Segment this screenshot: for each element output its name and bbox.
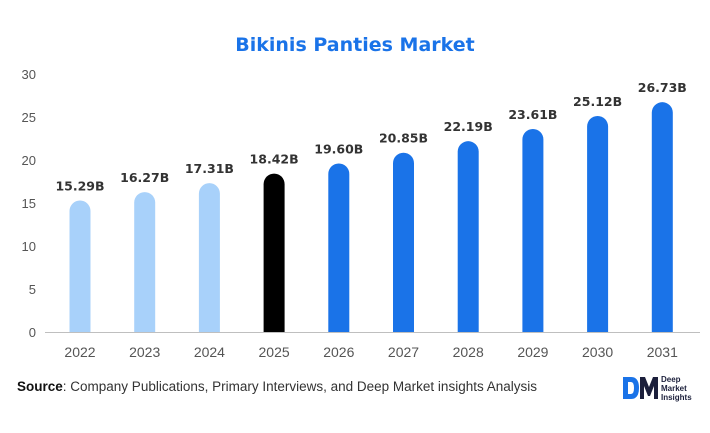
x-tick-label-2022: 2022 [64,344,95,360]
data-label-2031: 26.73B [638,80,687,95]
bar-2027 [393,152,414,332]
logo-line-1: Deep [661,375,681,384]
source-text: : Company Publications, Primary Intervie… [62,379,537,394]
bar-2028 [457,141,479,332]
bar-2026 [328,163,350,332]
data-label-2028: 22.19B [444,119,493,134]
y-tick-label: 5 [29,282,36,297]
x-tick-label-2023: 2023 [129,344,160,360]
source-line: Source: Company Publications, Primary In… [17,379,537,394]
chart-title: Bikinis Panties Market [235,34,475,56]
data-label-2026: 19.60B [314,141,363,156]
bar-2024 [198,183,220,332]
y-tick-label: 30 [22,67,36,82]
y-tick-label: 0 [29,325,36,340]
x-tick-label-2030: 2030 [582,344,613,360]
data-labels: 15.29B 16.27B 17.31B 18.42B 19.60B 20.85B 22.1… [55,80,686,193]
logo-line-3: Insights [661,393,692,402]
data-label-2023: 16.27B [120,170,169,185]
x-tick-label-2031: 2031 [647,344,678,360]
data-label-2030: 25.12B [573,94,622,109]
x-tick-label-2024: 2024 [194,344,225,360]
data-label-2025: 18.42B [250,152,299,167]
data-label-2027: 20.85B [379,131,428,146]
data-label-2029: 23.61B [508,107,557,122]
y-tick-label: 15 [22,196,36,211]
bar-2022 [69,200,91,332]
bars [69,102,673,332]
logo-line-2: Market [661,384,687,393]
x-tick-label-2025: 2025 [259,344,290,360]
bar-2025 [263,173,285,332]
y-tick-label: 25 [22,110,36,125]
x-tick-label-2029: 2029 [517,344,548,360]
data-label-2022: 15.29B [55,179,104,194]
bar-2030 [587,115,609,332]
x-axis: 2022 2023 2024 2025 2026 2027 2028 2029 2030 2031 [45,332,700,360]
logo-text: Deep Market Insights [661,375,692,402]
source-label: Source [17,379,63,394]
y-tick-label: 10 [22,239,36,254]
dm-logo-icon [623,377,658,399]
bar-2031 [651,102,673,332]
y-tick-label: 20 [22,153,36,168]
x-tick-label-2028: 2028 [453,344,484,360]
x-tick-label-2027: 2027 [388,344,419,360]
bar-2029 [522,128,544,332]
bar-2023 [134,192,156,332]
data-label-2024: 17.31B [185,161,234,176]
x-tick-label-2026: 2026 [323,344,354,360]
company-logo: Deep Market Insights [621,373,701,405]
y-axis: 0 5 10 15 20 25 30 [22,67,36,340]
